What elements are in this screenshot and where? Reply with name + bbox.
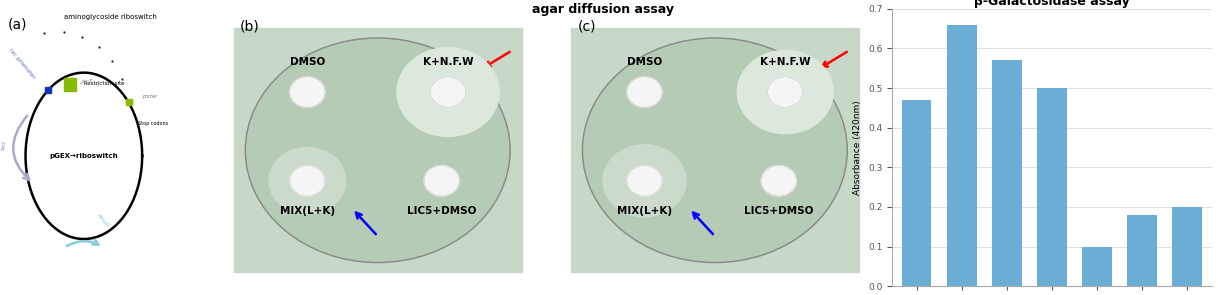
Ellipse shape (290, 77, 325, 107)
Bar (1083, 247, 1112, 286)
Ellipse shape (290, 165, 325, 196)
Ellipse shape (245, 38, 510, 263)
Bar (234, 28, 521, 272)
Ellipse shape (767, 77, 803, 107)
Text: lacZ: lacZ (82, 79, 94, 84)
Text: AmpR: AmpR (95, 213, 110, 229)
Text: Stop codons: Stop codons (139, 121, 168, 126)
Text: aminoglycoside riboswitch: aminoglycoside riboswitch (65, 14, 157, 20)
Text: K+N.F.W: K+N.F.W (760, 57, 810, 67)
Ellipse shape (269, 148, 346, 214)
Text: porter: porter (143, 94, 157, 99)
Text: DMSO: DMSO (627, 57, 663, 67)
Text: (a): (a) (9, 17, 28, 31)
Text: agar diffusion assay: agar diffusion assay (532, 3, 674, 16)
Text: DMSO: DMSO (290, 57, 325, 67)
Bar (1173, 207, 1202, 286)
Text: pGEX→riboswitch: pGEX→riboswitch (50, 153, 118, 159)
Text: K+N.F.W: K+N.F.W (423, 57, 474, 67)
Bar (571, 28, 859, 272)
Text: LIC5+DMSO: LIC5+DMSO (744, 206, 814, 216)
Ellipse shape (603, 145, 686, 217)
Bar (993, 60, 1022, 286)
Ellipse shape (397, 48, 499, 136)
Ellipse shape (430, 77, 465, 107)
Text: lac promoter: lac promoter (9, 48, 37, 80)
Text: (b): (b) (240, 20, 259, 34)
Ellipse shape (424, 165, 459, 196)
Text: (c): (c) (577, 20, 596, 34)
Title: β-Galactosidase assay: β-Galactosidase assay (974, 0, 1130, 8)
Bar (1128, 215, 1157, 286)
Y-axis label: Absorbance (420nm): Absorbance (420nm) (854, 100, 862, 195)
Text: LIC5+DMSO: LIC5+DMSO (407, 206, 476, 216)
Text: MIX(L+K): MIX(L+K) (280, 206, 335, 216)
Text: lacI: lacI (0, 140, 7, 150)
Text: - Restriction site: - Restriction site (80, 81, 124, 86)
Bar (903, 100, 932, 286)
Bar (948, 25, 977, 286)
Text: MIX(L+K): MIX(L+K) (618, 206, 672, 216)
Bar (65, 78, 76, 91)
Ellipse shape (737, 50, 833, 134)
Ellipse shape (627, 77, 663, 107)
Ellipse shape (627, 165, 663, 196)
Ellipse shape (761, 165, 797, 196)
Ellipse shape (582, 38, 848, 263)
Bar (1038, 88, 1067, 286)
